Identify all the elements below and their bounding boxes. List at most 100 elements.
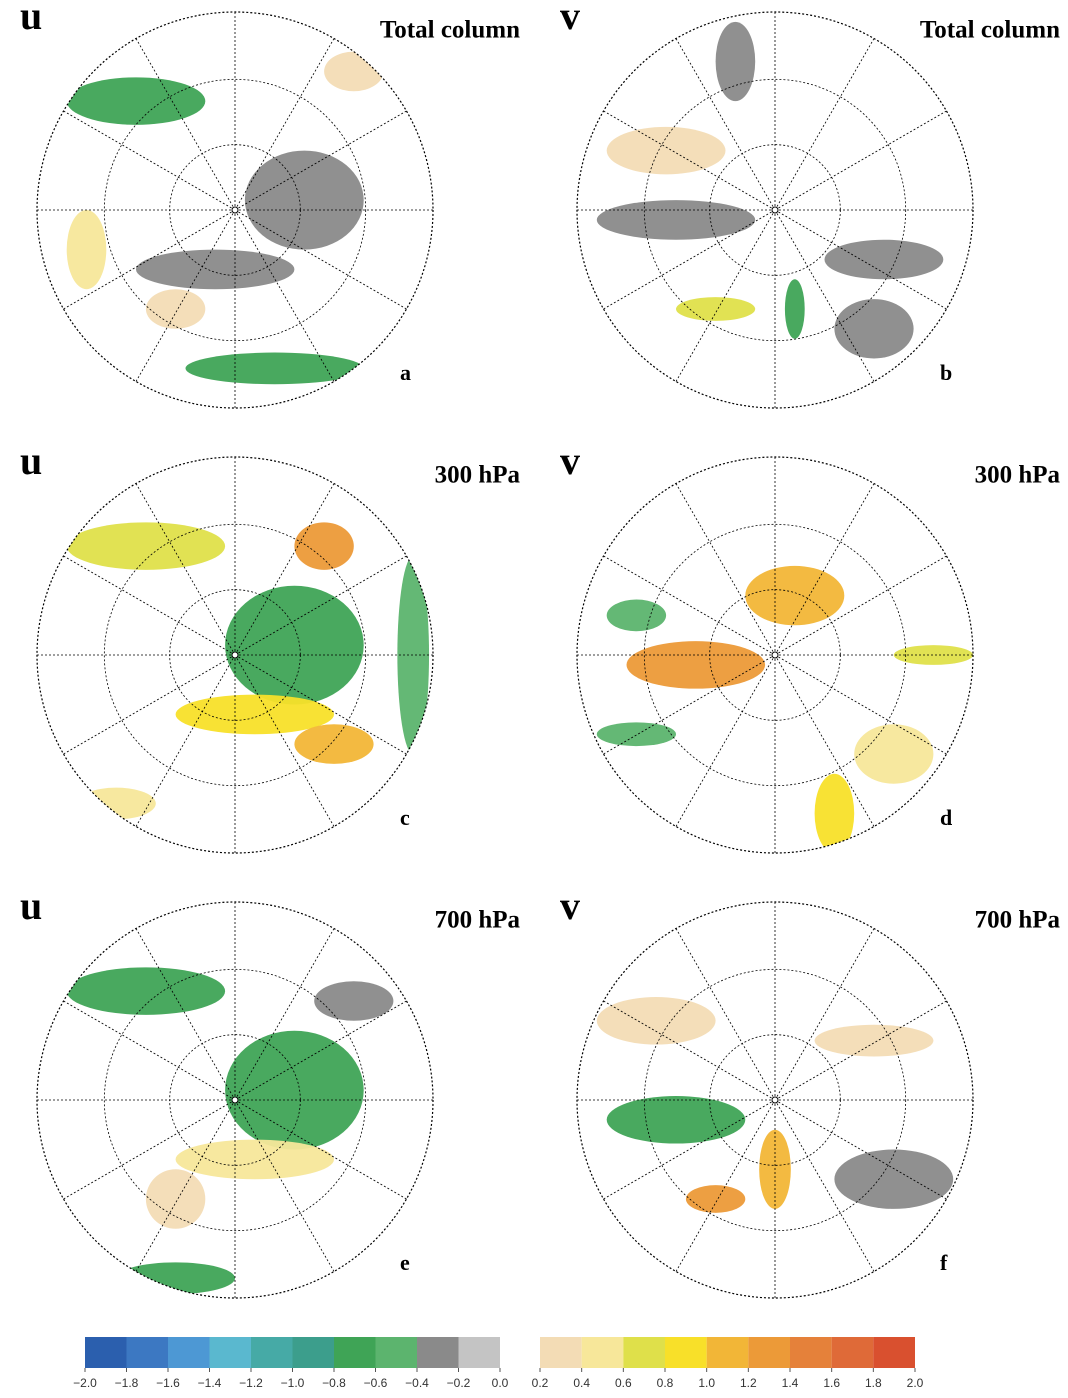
polar-map — [67, 52, 384, 385]
variable-label: v — [560, 438, 580, 483]
colorbar-segment — [210, 1337, 252, 1368]
field-patch — [136, 250, 294, 290]
colorbar-segment — [540, 1337, 582, 1368]
colorbar-segment — [707, 1337, 749, 1368]
field-patch — [597, 722, 676, 746]
field-patch — [834, 299, 913, 358]
field-patch — [745, 566, 844, 625]
field-patch — [225, 586, 364, 705]
colorbar-segment — [832, 1337, 874, 1368]
meridian — [136, 655, 235, 826]
variable-label: u — [20, 883, 42, 928]
figure: uTotal columnavTotal columnbu300 hPacv30… — [0, 0, 1068, 1393]
panel-letter: c — [400, 805, 410, 830]
field-patch — [676, 297, 755, 321]
level-label: 300 hPa — [435, 462, 521, 489]
field-patch — [815, 774, 855, 853]
field-patch — [146, 289, 205, 329]
level-label: Total column — [380, 17, 520, 44]
field-patch — [607, 127, 726, 175]
level-label: 700 hPa — [435, 907, 521, 934]
field-patch — [686, 1185, 745, 1213]
meridian — [775, 39, 874, 210]
panel-letter: d — [940, 805, 952, 830]
colorbar-segment — [417, 1337, 459, 1368]
pole — [232, 652, 238, 658]
meridian — [775, 111, 946, 210]
colorbar-segment — [582, 1337, 624, 1368]
panel-letter: f — [940, 1250, 948, 1275]
colorbar-tick-label: −1.0 — [281, 1376, 305, 1390]
level-label: 300 hPa — [975, 462, 1061, 489]
colorbar-tick-label: 0.8 — [657, 1376, 674, 1390]
field-patch — [186, 353, 364, 385]
colorbar-segment — [665, 1337, 707, 1368]
colorbar-segment — [85, 1337, 127, 1368]
field-patch — [834, 1150, 953, 1209]
colorbar-tick-label: −0.2 — [447, 1376, 471, 1390]
colorbar-tick-label: 1.4 — [782, 1376, 799, 1390]
colorbar-tick-label: −0.6 — [364, 1376, 388, 1390]
field-patch — [815, 1025, 934, 1057]
field-patch — [785, 279, 805, 338]
level-label: 700 hPa — [975, 907, 1061, 934]
polar-map — [597, 566, 973, 853]
field-patch — [67, 967, 225, 1015]
variable-label: u — [20, 438, 42, 483]
colorbar-tick-label: 1.0 — [698, 1376, 715, 1390]
colorbar-tick-label: −1.2 — [239, 1376, 263, 1390]
colorbar-tick-label: −1.8 — [115, 1376, 139, 1390]
field-patch — [314, 981, 393, 1021]
field-patch — [825, 240, 944, 280]
colorbar-segment — [873, 1337, 915, 1368]
colorbar-tick-label: −1.4 — [198, 1376, 222, 1390]
meridian — [64, 111, 235, 210]
colorbar-tick-label: 0.6 — [615, 1376, 632, 1390]
colorbar-segment — [376, 1337, 418, 1368]
colorbar-segment — [790, 1337, 832, 1368]
field-patch — [67, 210, 107, 289]
colorbar-segment — [251, 1337, 293, 1368]
field-patch — [294, 522, 353, 570]
colorbar-segment — [459, 1337, 501, 1368]
colorbar-tick-label: −2.0 — [73, 1376, 97, 1390]
field-patch — [854, 724, 933, 783]
field-patch — [67, 77, 206, 125]
meridian — [64, 1001, 235, 1100]
field-patch — [176, 1140, 334, 1180]
colorbar-tick-label: 2.0 — [907, 1376, 924, 1390]
pole — [772, 1097, 778, 1103]
panel-letter: b — [940, 360, 952, 385]
colorbar-tick-label: −0.4 — [405, 1376, 429, 1390]
pole — [232, 1097, 238, 1103]
level-label: Total column — [920, 17, 1060, 44]
panel-letter: a — [400, 360, 411, 385]
field-patch — [116, 1262, 235, 1294]
polar-map — [597, 22, 944, 359]
field-patch — [146, 1169, 205, 1228]
polar-map — [67, 967, 394, 1294]
meridian — [64, 556, 235, 655]
meridian — [775, 929, 874, 1100]
field-patch — [67, 522, 225, 570]
field-patch — [324, 52, 383, 92]
colorbar-segment — [127, 1337, 169, 1368]
colorbar-tick-label: 1.8 — [865, 1376, 882, 1390]
colorbar-tick-label: 0.4 — [573, 1376, 590, 1390]
variable-label: u — [20, 0, 42, 38]
field-patch — [225, 1031, 364, 1150]
field-patch — [607, 1096, 746, 1144]
field-patch — [294, 724, 373, 764]
pole — [772, 207, 778, 213]
colorbar-tick-label: −0.8 — [322, 1376, 346, 1390]
field-patch — [245, 151, 364, 250]
field-patch — [597, 997, 716, 1045]
panel-letter: e — [400, 1250, 410, 1275]
colorbar-segment — [748, 1337, 790, 1368]
colorbar-segment — [293, 1337, 335, 1368]
field-patch — [607, 600, 666, 632]
colorbar-segment — [168, 1337, 210, 1368]
colorbar-tick-label: 1.6 — [823, 1376, 840, 1390]
colorbar-segment — [334, 1337, 376, 1368]
colorbar-tick-label: 0.2 — [532, 1376, 549, 1390]
